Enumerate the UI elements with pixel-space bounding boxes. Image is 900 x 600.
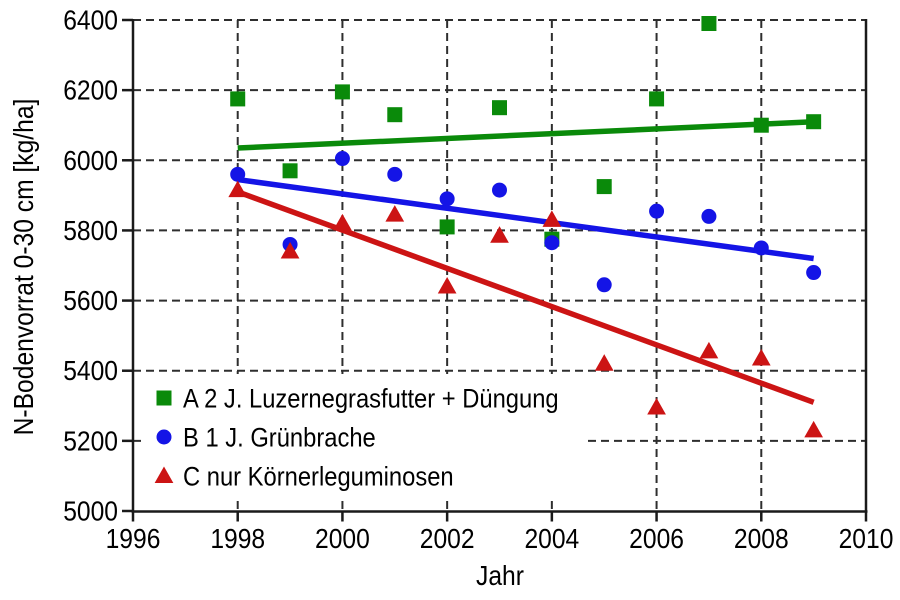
data-point-series-2-2004: [544, 235, 560, 251]
data-point-series-1-1999: [282, 163, 298, 179]
data-point-series-2-2001: [387, 166, 403, 182]
data-point-series-1-2006: [649, 91, 665, 107]
y-tick-label: 5400: [63, 355, 118, 387]
data-point-series-1-2005: [596, 179, 612, 195]
legend-marker-circle: [156, 429, 172, 445]
x-tick-label: 2004: [524, 523, 579, 555]
data-point-series-1-1998: [230, 91, 246, 107]
data-point-series-3-2000: [333, 213, 352, 231]
data-point-series-1-2007: [701, 16, 717, 32]
legend-label: A 2 J. Luzernegrasfutter + Düngung: [183, 384, 559, 414]
data-point-series-2-2002: [439, 191, 455, 207]
data-point-series-1-2002: [439, 219, 455, 235]
data-point-series-3-2003: [490, 226, 509, 243]
data-point-series-3-2002: [437, 277, 457, 294]
data-point-series-1-2008: [753, 117, 769, 133]
data-point-series-3-2004: [542, 210, 562, 227]
data-point-series-3-2009: [804, 420, 824, 438]
legend-label: B 1 J. Grünbrache: [183, 423, 376, 453]
data-point-series-2-2000: [334, 151, 350, 167]
legend-background: [145, 374, 588, 497]
data-point-series-1-2009: [806, 114, 822, 130]
data-point-series-1-2000: [334, 84, 350, 100]
x-tick-label: 2002: [420, 523, 475, 555]
y-tick-label: 6400: [63, 4, 118, 36]
trendline-series-1: [237, 118, 814, 151]
x-tick-label: 2008: [734, 523, 789, 555]
data-point-series-2-2006: [649, 203, 665, 219]
y-axis-title: N-Bodenvorrat 0-30 cm [kg/ha]: [8, 99, 40, 436]
y-tick-label: 6200: [63, 74, 118, 106]
y-tick-label: 5200: [63, 425, 118, 457]
data-point-series-3-2008: [751, 348, 771, 366]
data-point-series-3-2006: [647, 398, 666, 415]
x-tick-label: 2000: [315, 523, 370, 555]
data-point-series-3-2001: [385, 205, 405, 222]
y-tick-label: 5800: [63, 214, 118, 246]
data-point-series-1-2003: [492, 100, 507, 116]
data-point-series-2-1998: [230, 166, 246, 182]
data-point-series-3-1999: [280, 241, 300, 259]
trendline-series-3: [236, 189, 815, 405]
data-point-series-2-2005: [596, 277, 612, 293]
data-point-series-1-2001: [387, 107, 403, 123]
x-tick-label: 1996: [106, 523, 161, 555]
data-point-series-2-2003: [492, 182, 507, 198]
data-point-series-2-2009: [806, 265, 822, 281]
y-tick-label: 5600: [63, 285, 118, 317]
legend-marker-square: [156, 390, 172, 406]
legend-marker-triangle: [154, 466, 174, 483]
y-tick-label: 5000: [63, 495, 118, 527]
x-axis-title: Jahr: [476, 560, 524, 592]
x-tick-label: 2010: [839, 523, 894, 555]
data-point-series-3-2007: [699, 341, 719, 359]
data-point-series-3-1998: [228, 180, 248, 198]
data-point-series-2-2008: [753, 240, 769, 256]
legend-label: C nur Körnerleguminosen: [183, 462, 454, 492]
x-tick-label: 1998: [210, 523, 265, 555]
data-point-series-2-2007: [701, 208, 717, 224]
trendline-series-2: [237, 176, 815, 262]
data-point-series-3-2005: [594, 354, 614, 371]
y-tick-label: 6000: [63, 144, 118, 176]
x-tick-label: 2006: [629, 523, 684, 555]
